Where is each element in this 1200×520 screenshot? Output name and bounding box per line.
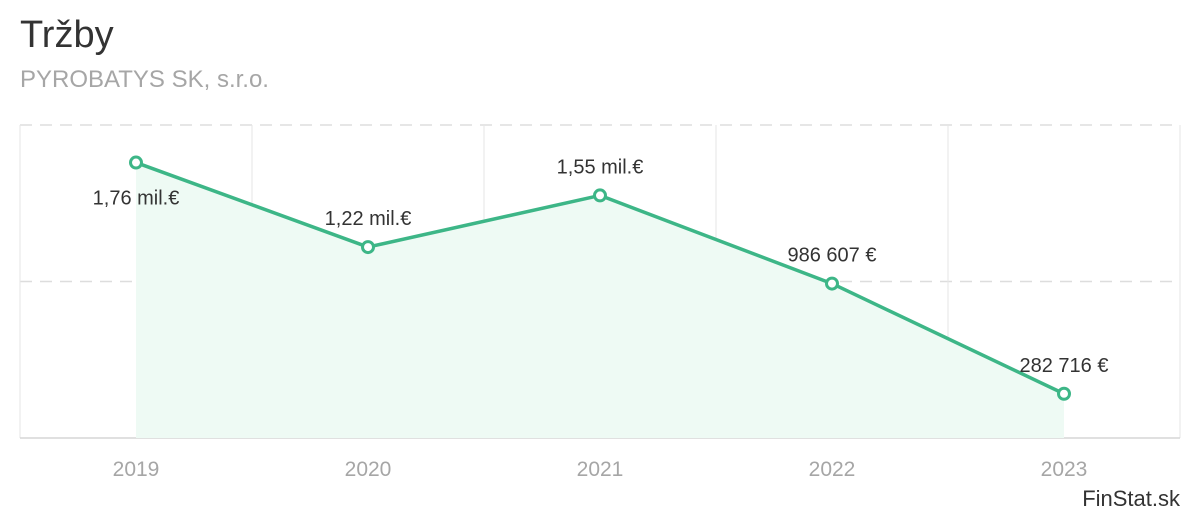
data-point-2022 [825, 276, 839, 291]
x-tick-label-2022: 2022 [809, 458, 856, 481]
data-label-2019: 1,76 mil.€ [93, 188, 180, 210]
x-tick-label-2020: 2020 [345, 458, 392, 481]
markers-layer [129, 155, 1071, 401]
data-point-2019 [129, 155, 143, 170]
data-label-2021: 1,55 mil.€ [557, 156, 644, 178]
data-label-2023: 282 716 € [1020, 355, 1109, 377]
data-label-2020: 1,22 mil.€ [325, 208, 412, 230]
data-point-2023 [1057, 386, 1071, 401]
data-point-2020 [361, 240, 375, 255]
area-layer [136, 162, 1064, 438]
data-point-2021 [593, 188, 607, 203]
series-area [136, 162, 1064, 438]
x-tick-label-2019: 2019 [113, 458, 160, 481]
x-tick-label-2021: 2021 [577, 458, 624, 481]
chart-subtitle: PYROBATYS SK, s.r.o. [20, 66, 269, 93]
x-tick-label-2023: 2023 [1041, 458, 1088, 481]
chart-title: Tržby [20, 14, 114, 56]
labels-layer: 1,76 mil.€ 1,22 mil.€ 1,55 mil.€ 986 607 € 2… [93, 156, 1109, 376]
finstat-brand[interactable]: FinStat.sk [1082, 486, 1180, 511]
data-label-2022: 986 607 € [788, 245, 877, 267]
x-axis: 2019 2020 2021 2022 2023 [113, 458, 1088, 481]
